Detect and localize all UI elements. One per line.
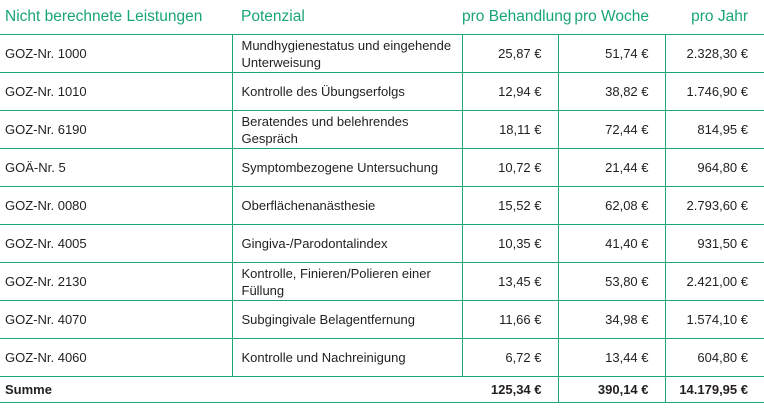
fee-table: Nicht berechnete Leistungen Potenzial pr…: [0, 0, 764, 403]
cell-per-treatment: 18,11 €: [462, 110, 559, 149]
header-per-week: pro Woche: [558, 0, 665, 35]
cell-per-year: 2.328,30 €: [665, 34, 764, 73]
cell-code: GOZ-Nr. 1010: [0, 72, 233, 111]
cell-per-week: 53,80 €: [558, 262, 666, 301]
cell-potential: Beratendes und belehrendes Gespräch: [232, 110, 463, 149]
header-row: Nicht berechnete Leistungen Potenzial pr…: [0, 0, 764, 35]
cell-per-treatment: 13,45 €: [462, 262, 559, 301]
table-row: GOZ-Nr. 4060 Kontrolle und Nachreinigung…: [0, 338, 764, 377]
cell-per-treatment: 15,52 €: [462, 186, 559, 225]
sum-label: Summe: [0, 376, 232, 403]
cell-potential: Kontrolle des Übungserfolgs: [232, 72, 463, 111]
cell-per-year: 604,80 €: [665, 338, 764, 377]
cell-per-treatment: 12,94 €: [462, 72, 559, 111]
cell-per-treatment: 6,72 €: [462, 338, 559, 377]
table-header: Nicht berechnete Leistungen Potenzial pr…: [0, 0, 764, 35]
cell-per-year: 931,50 €: [665, 224, 764, 263]
cell-per-treatment: 10,35 €: [462, 224, 559, 263]
cell-per-week: 34,98 €: [558, 300, 666, 339]
cell-per-year: 1.574,10 €: [665, 300, 764, 339]
table-row: GOZ-Nr. 6190 Beratendes und belehrendes …: [0, 110, 764, 149]
cell-potential: Mundhygienestatus und eingehende Unterwe…: [232, 34, 463, 73]
cell-per-week: 51,74 €: [558, 34, 666, 73]
cell-code: GOZ-Nr. 2130: [0, 262, 233, 301]
cell-potential: Symptombezogene Untersuchung: [232, 148, 463, 187]
sum-per-treatment: 125,34 €: [462, 376, 559, 403]
cell-per-year: 2.793,60 €: [665, 186, 764, 225]
cell-per-week: 41,40 €: [558, 224, 666, 263]
table-row: GOÄ-Nr. 5 Symptombezogene Untersuchung 1…: [0, 148, 764, 187]
header-service: Nicht berechnete Leistungen: [0, 0, 232, 35]
cell-per-year: 964,80 €: [665, 148, 764, 187]
cell-per-week: 21,44 €: [558, 148, 666, 187]
cell-per-treatment: 10,72 €: [462, 148, 559, 187]
table-row: GOZ-Nr. 4005 Gingiva-/Parodontalindex 10…: [0, 224, 764, 263]
cell-code: GOZ-Nr. 4005: [0, 224, 233, 263]
table-row: GOZ-Nr. 1000 Mundhygienestatus und einge…: [0, 34, 764, 73]
sum-row: Summe 125,34 € 390,14 € 14.179,95 €: [0, 376, 764, 403]
cell-per-treatment: 11,66 €: [462, 300, 559, 339]
sum-per-year: 14.179,95 €: [665, 376, 764, 403]
header-per-year: pro Jahr: [665, 0, 764, 35]
cell-code: GOZ-Nr. 4060: [0, 338, 233, 377]
sum-per-week: 390,14 €: [558, 376, 666, 403]
table-body: GOZ-Nr. 1000 Mundhygienestatus und einge…: [0, 34, 764, 403]
table-row: GOZ-Nr. 2130 Kontrolle, Finieren/Poliere…: [0, 262, 764, 301]
sum-empty-cell: [232, 376, 462, 403]
cell-per-week: 72,44 €: [558, 110, 666, 149]
header-per-treatment: pro Behandlung: [462, 0, 571, 35]
cell-code: GOZ-Nr. 1000: [0, 34, 233, 73]
cell-potential: Oberflächenanästhesie: [232, 186, 463, 225]
table-row: GOZ-Nr. 1010 Kontrolle des Übungserfolgs…: [0, 72, 764, 111]
cell-code: GOZ-Nr. 0080: [0, 186, 233, 225]
table-row: GOZ-Nr. 0080 Oberflächenanästhesie 15,52…: [0, 186, 764, 225]
cell-per-treatment: 25,87 €: [462, 34, 559, 73]
cell-per-year: 1.746,90 €: [665, 72, 764, 111]
cell-per-week: 38,82 €: [558, 72, 666, 111]
table-row: GOZ-Nr. 4070 Subgingivale Belagentfernun…: [0, 300, 764, 339]
cell-potential: Kontrolle, Finieren/Polieren einer Füllu…: [232, 262, 463, 301]
cell-per-year: 814,95 €: [665, 110, 764, 149]
cell-per-week: 62,08 €: [558, 186, 666, 225]
header-potential: Potenzial: [232, 0, 462, 35]
cell-per-week: 13,44 €: [558, 338, 666, 377]
cell-per-year: 2.421,00 €: [665, 262, 764, 301]
cell-code: GOZ-Nr. 4070: [0, 300, 233, 339]
cell-potential: Subgingivale Belagentfernung: [232, 300, 463, 339]
cell-potential: Gingiva-/Parodontalindex: [232, 224, 463, 263]
cell-code: GOÄ-Nr. 5: [0, 148, 233, 187]
cell-code: GOZ-Nr. 6190: [0, 110, 233, 149]
cell-potential: Kontrolle und Nachreinigung: [232, 338, 463, 377]
